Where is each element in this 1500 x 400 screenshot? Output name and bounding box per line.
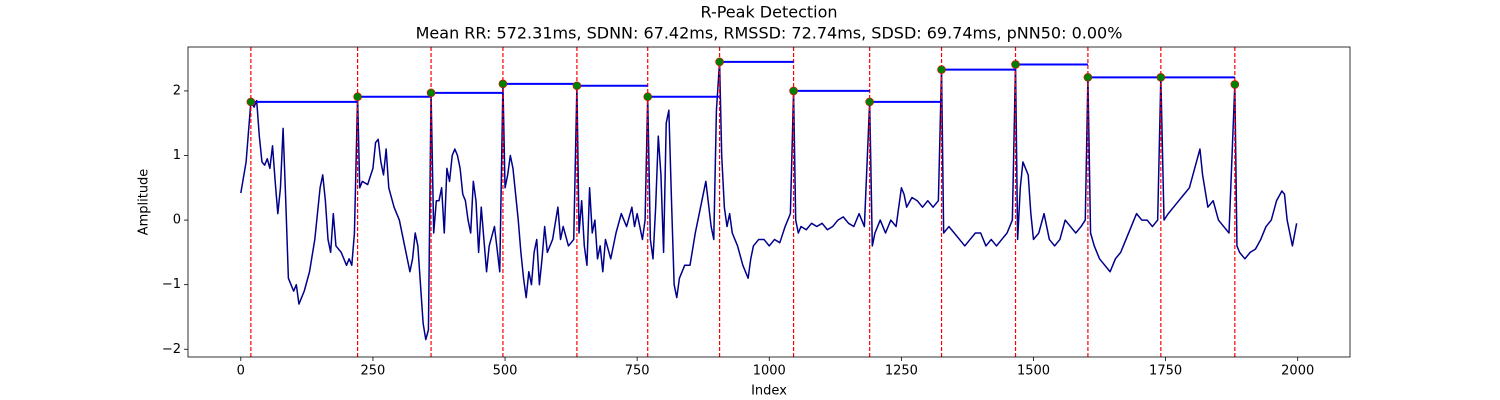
r-peak (1230, 80, 1240, 89)
r-peak (643, 92, 653, 102)
x-tick-label: 1000 (753, 364, 786, 379)
y-tick-label: −1 (162, 277, 181, 292)
r-peak (1156, 73, 1166, 82)
x-tick-label: 0 (237, 364, 245, 379)
y-tick-label: 0 (173, 213, 181, 228)
r-peak (353, 92, 362, 102)
x-tick-label: 1250 (885, 364, 918, 379)
r-peak (426, 88, 436, 98)
r-peak (937, 65, 946, 74)
y-axis-label: Amplitude (137, 169, 152, 236)
x-axis-label: Index (751, 384, 787, 399)
x-tick-label: 2000 (1281, 364, 1314, 379)
chart-title: R-Peak Detection (700, 3, 837, 22)
y-tick-label: 2 (173, 83, 181, 98)
r-peak (572, 81, 582, 91)
x-tick-label: 1500 (1017, 364, 1050, 379)
y-tick-label: −2 (162, 342, 181, 357)
signal-line (240, 61, 1298, 341)
r-peak (246, 97, 256, 107)
r-peak (865, 97, 874, 107)
r-peak (715, 57, 724, 67)
r-peak (498, 79, 508, 89)
x-tick-label: 250 (361, 364, 386, 379)
r-peak (1083, 73, 1093, 82)
chart-subtitle: Mean RR: 572.31ms, SDNN: 67.42ms, RMSSD:… (416, 24, 1123, 43)
y-tick-label: 1 (173, 148, 181, 163)
plot-frame (187, 46, 1351, 358)
x-tick-label: 750 (625, 364, 650, 379)
x-tick-label: 500 (493, 364, 518, 379)
r-peak (1011, 60, 1020, 69)
x-tick-label: 1750 (1149, 364, 1182, 379)
r-peak (789, 86, 798, 96)
